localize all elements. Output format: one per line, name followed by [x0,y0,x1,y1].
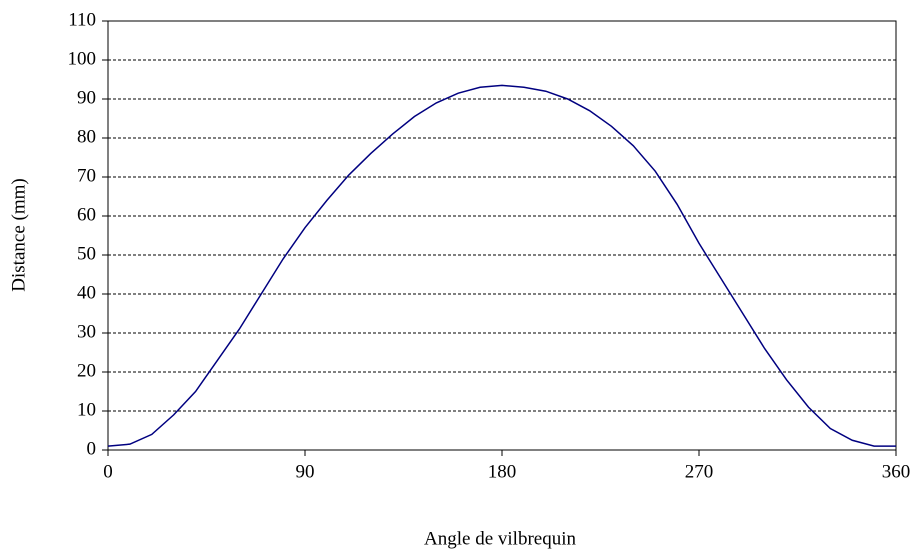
y-tick-label: 50 [77,243,96,264]
plot-frame [107,20,897,451]
y-tick-label: 40 [77,282,96,303]
data-line [107,84,896,447]
y-tick-label: 30 [77,321,96,342]
x-tick-label: 0 [103,461,113,482]
y-tick-label: 70 [77,165,96,186]
y-tick-label: 0 [87,438,97,459]
y-tick-label: 10 [77,399,96,420]
x-tick-label: 90 [296,461,315,482]
y-tick-label: 60 [77,204,96,225]
x-axis-label: Angle de vilbrequin [424,528,576,549]
y-tick-label: 110 [68,9,96,30]
x-tick-label: 270 [685,461,714,482]
y-axis-label: Distance (mm) [8,178,29,291]
x-tick-label: 180 [488,461,517,482]
y-tick-label: 20 [77,360,96,381]
x-tick-label: 360 [882,461,911,482]
y-tick-label: 100 [68,48,97,69]
y-tick-label: 90 [77,87,96,108]
y-tick-label: 80 [77,126,96,147]
